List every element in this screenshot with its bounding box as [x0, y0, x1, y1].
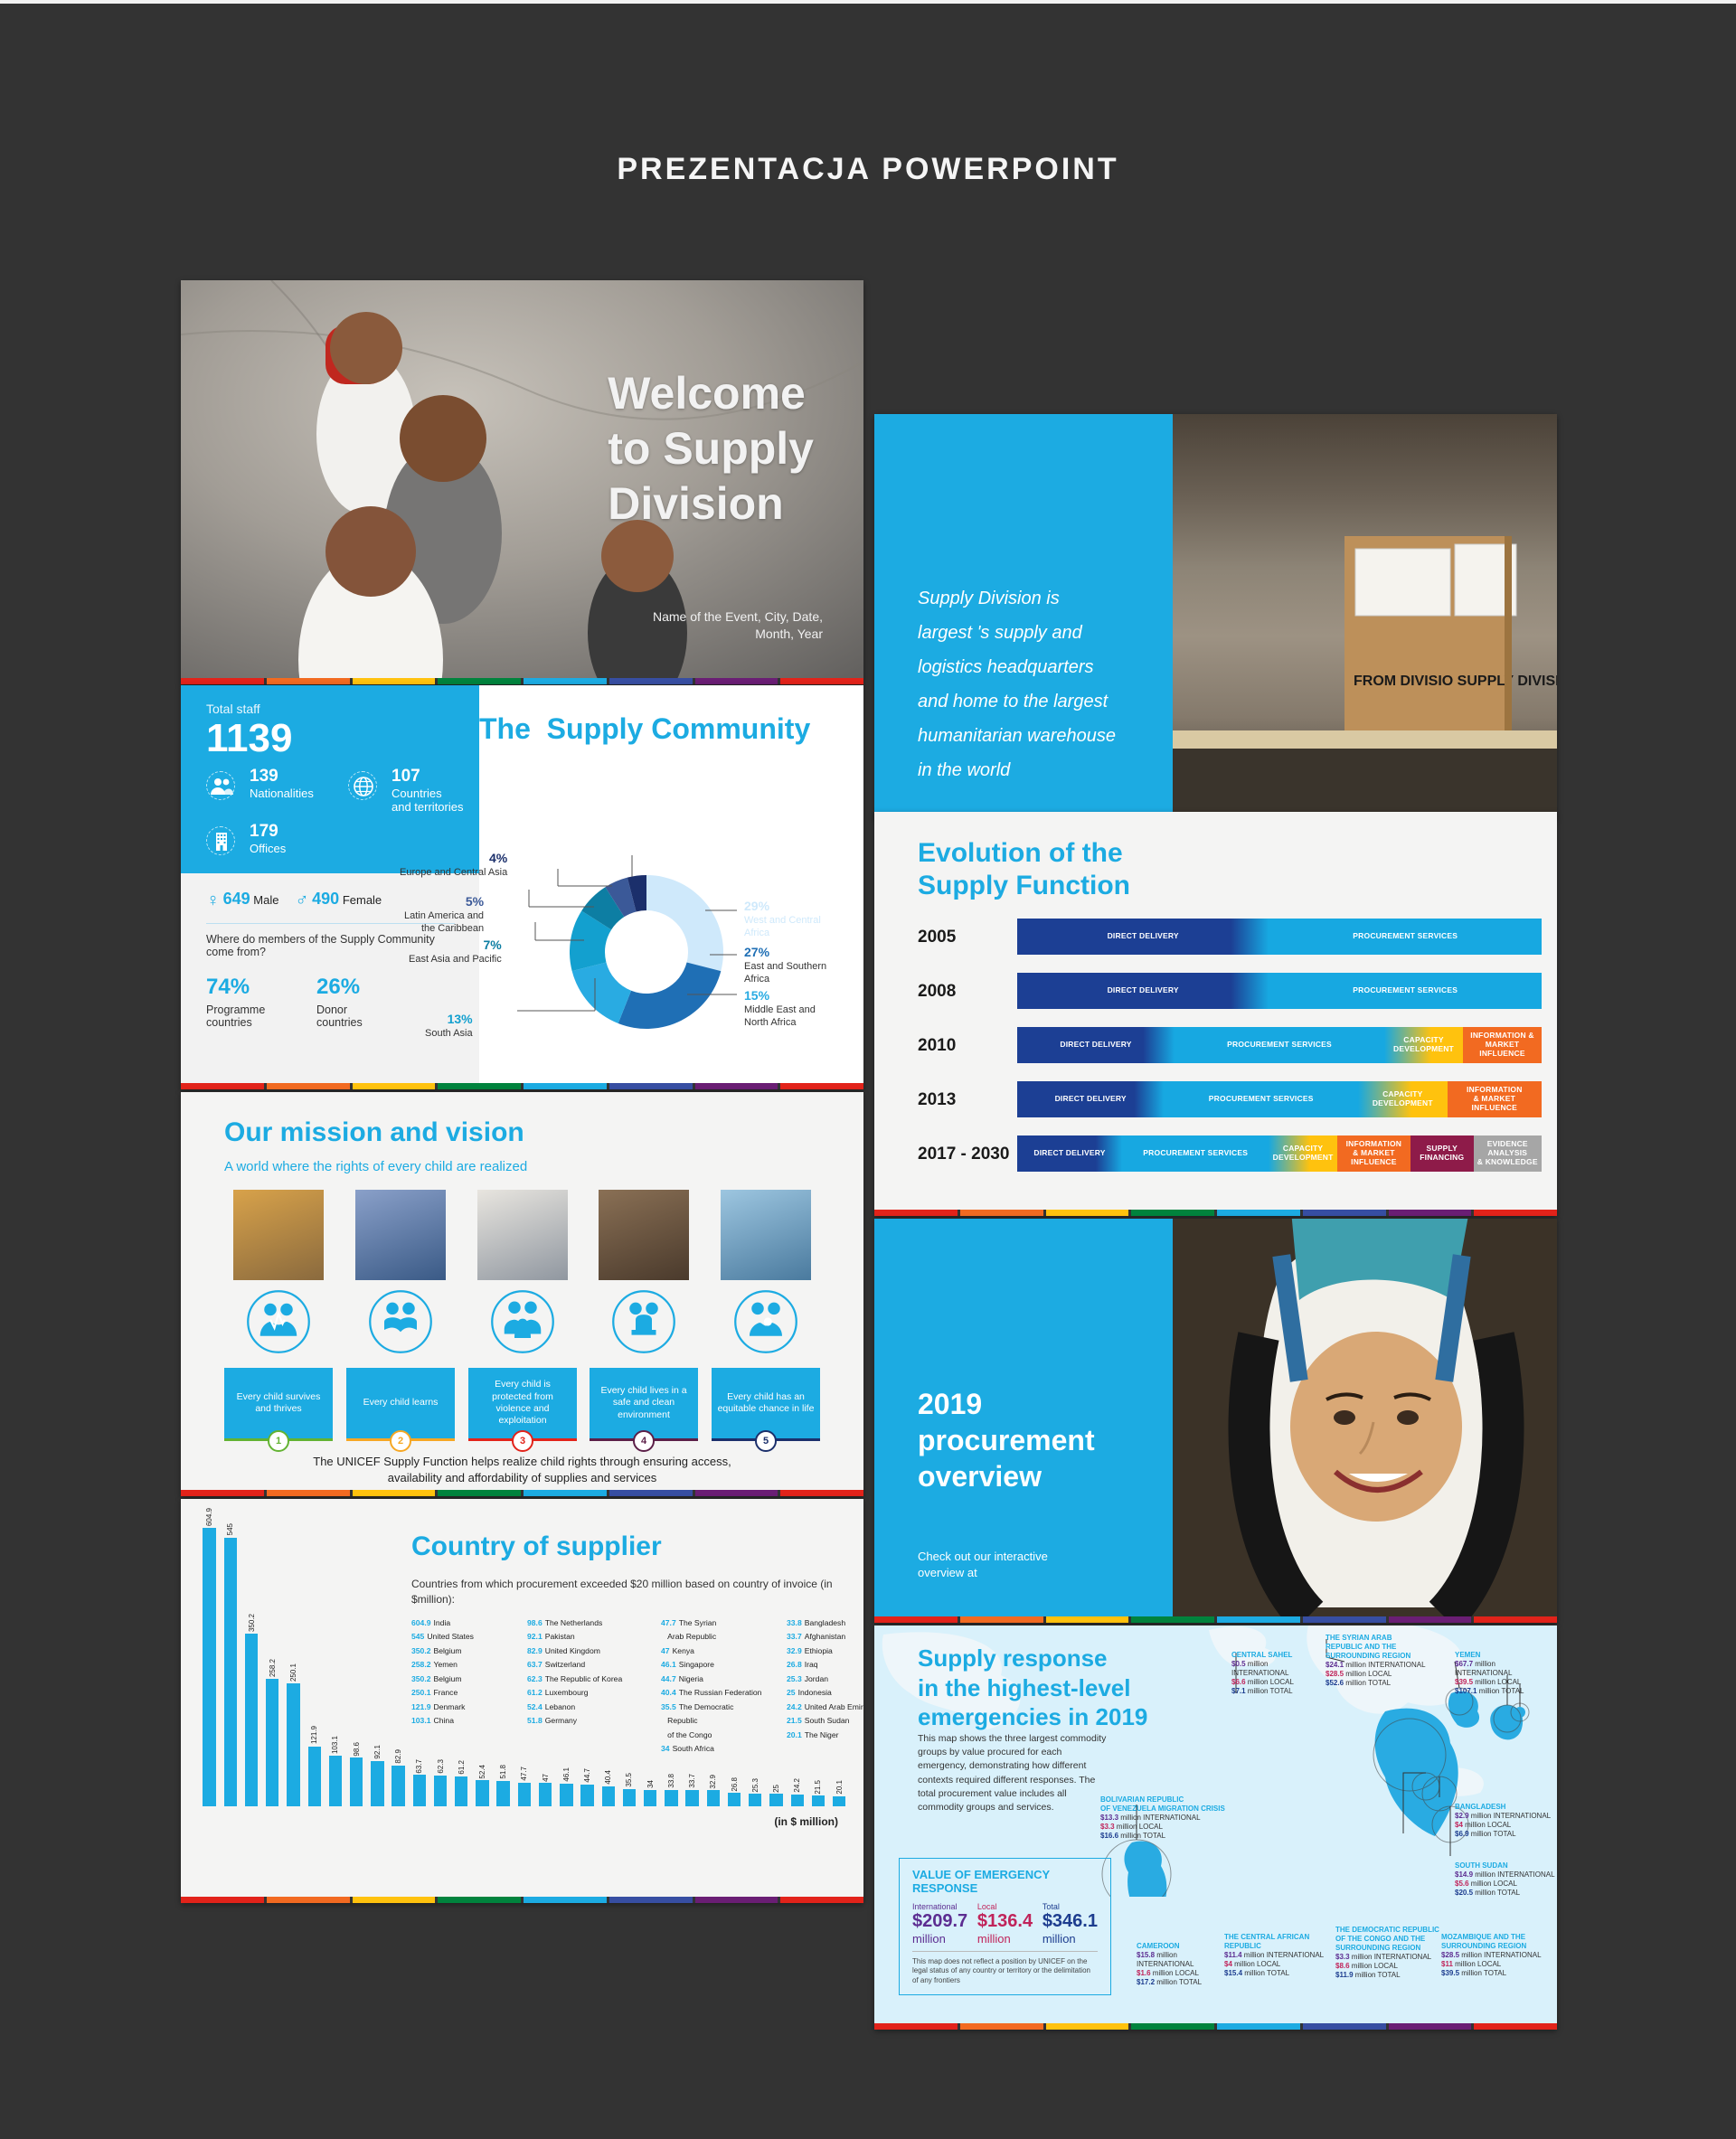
svg-text:FROM DIVISIO SUPPLY DIVISION: FROM DIVISIO SUPPLY DIVISION [1354, 674, 1557, 689]
